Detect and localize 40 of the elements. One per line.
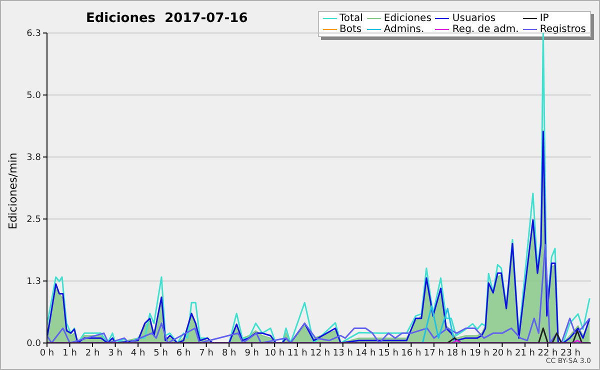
chart-title: Ediciones 2017-07-16: [86, 11, 248, 26]
y-tick-label: 0.0: [26, 339, 42, 350]
y-tick-label: 3.8: [26, 153, 42, 164]
x-tick-label: 0 h: [40, 348, 54, 358]
y-tick-label: 5.0: [26, 91, 42, 102]
x-tick-label: 16 h: [401, 348, 422, 358]
x-tick-label: 14 h: [356, 348, 376, 358]
x-tick-label: 5 h: [154, 348, 168, 358]
legend-label: IP: [540, 13, 549, 24]
x-tick-label: 18 h: [446, 348, 467, 358]
x-tick-label: 13 h: [332, 348, 353, 358]
legend-label: Reg. de adm.: [452, 24, 519, 35]
y-tick-label: 1.3: [26, 277, 41, 288]
x-tick-label: 7 h: [199, 348, 214, 358]
legend-label: Total: [340, 13, 363, 24]
x-tick-label: 2 h: [85, 348, 100, 358]
legend-label: Usuarios: [452, 13, 496, 24]
x-tick-label: 4 h: [130, 348, 146, 358]
legend-label: Admins.: [384, 24, 424, 35]
y-tick-label: 2.5: [26, 215, 41, 226]
x-tick-label: 9 h: [244, 348, 259, 358]
x-tick-label: 3 h: [108, 348, 122, 358]
x-tick-label: 22 h: [538, 348, 558, 358]
x-tick-label: 10 h: [264, 348, 285, 358]
x-tick-label: 1 h: [62, 348, 77, 358]
x-tick-label: 23 h: [560, 348, 581, 358]
legend-label: Registros: [540, 24, 586, 35]
legend-label: Ediciones: [384, 13, 432, 24]
x-tick-label: 21 h: [514, 348, 536, 358]
x-tick-label: 6 h: [176, 348, 191, 358]
legend-label: Bots: [340, 24, 362, 35]
x-tick-label: 19 h: [469, 348, 490, 358]
x-tick-label: 20 h: [492, 348, 512, 358]
y-tick-label: 6.3: [26, 29, 41, 40]
x-tick-label: 17 h: [424, 348, 444, 358]
x-tick-label: 8 h: [222, 348, 236, 358]
y-axis-title: Ediciones/min: [6, 152, 20, 230]
x-tick-label: 11 h: [287, 348, 308, 358]
x-tick-label: 15 h: [378, 348, 398, 358]
x-tick-label: 12 h: [310, 348, 330, 358]
